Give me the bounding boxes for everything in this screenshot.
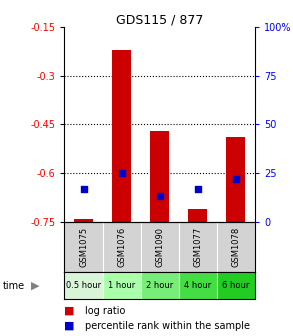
Bar [150, 131, 169, 222]
Bar [217, 272, 255, 299]
Point [195, 186, 200, 191]
Text: time: time [3, 281, 25, 291]
Bar [64, 272, 103, 299]
Text: GSM1090: GSM1090 [155, 227, 164, 267]
Text: ■: ■ [64, 306, 75, 316]
Point [157, 194, 162, 199]
Point [234, 176, 238, 181]
Text: GSM1076: GSM1076 [117, 227, 126, 267]
Text: ■: ■ [64, 321, 75, 331]
Bar [226, 137, 245, 222]
Title: GDS115 / 877: GDS115 / 877 [116, 14, 203, 27]
Bar [74, 218, 93, 222]
Bar [141, 272, 179, 299]
Text: log ratio: log ratio [85, 306, 125, 316]
Point [119, 170, 124, 176]
Text: 4 hour: 4 hour [184, 281, 212, 290]
Text: GSM1075: GSM1075 [79, 227, 88, 267]
Text: GSM1078: GSM1078 [231, 227, 240, 267]
Bar [103, 272, 141, 299]
Text: ▶: ▶ [31, 281, 40, 291]
Text: GSM1077: GSM1077 [193, 227, 202, 267]
Bar [179, 272, 217, 299]
Text: percentile rank within the sample: percentile rank within the sample [85, 321, 250, 331]
Text: 2 hour: 2 hour [146, 281, 173, 290]
Text: 6 hour: 6 hour [222, 281, 250, 290]
Text: 0.5 hour: 0.5 hour [66, 281, 101, 290]
Bar [188, 209, 207, 222]
Point [81, 186, 86, 191]
Bar [112, 50, 131, 222]
Text: 1 hour: 1 hour [108, 281, 135, 290]
